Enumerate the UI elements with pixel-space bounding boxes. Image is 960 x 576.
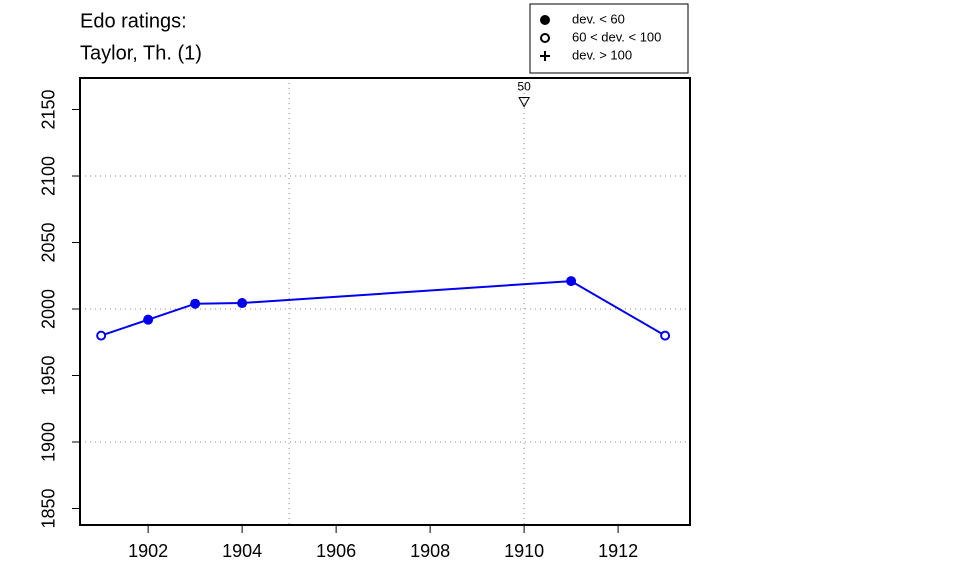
point (143, 314, 154, 325)
x-tick-label: 1910 (504, 541, 544, 561)
y-tick-label: 2100 (39, 156, 59, 196)
point (566, 276, 577, 287)
point (540, 15, 550, 25)
x-tick-label: 1904 (222, 541, 262, 561)
annotation-label: 50 (517, 80, 531, 94)
x-tick-label: 1912 (598, 541, 638, 561)
y-tick-label: 1950 (39, 355, 59, 395)
y-tick-label: 1850 (39, 488, 59, 528)
y-tick-label: 1900 (39, 422, 59, 462)
x-tick-label: 1908 (410, 541, 450, 561)
plot-frame (79, 77, 691, 526)
point (540, 51, 550, 61)
line (100, 280, 666, 337)
x-tick-label: 1906 (316, 541, 356, 561)
x-tick-label: 1902 (128, 541, 168, 561)
point (190, 298, 201, 309)
legend-label: dev. < 60 (572, 11, 625, 26)
y-tick-label: 2050 (39, 222, 59, 262)
y-tick-label: 2000 (39, 289, 59, 329)
point (660, 330, 671, 341)
legend-label: 60 < dev. < 100 (572, 29, 661, 44)
legend-box (529, 3, 689, 74)
chart-title: Edo ratings: (80, 10, 187, 32)
y-tick-label: 2150 (39, 89, 59, 129)
point (540, 33, 550, 43)
point (237, 298, 248, 309)
point (96, 330, 107, 341)
chart-subtitle: Taylor, Th. (1) (80, 42, 202, 64)
annotation-marker (518, 97, 530, 108)
legend-label: dev. > 100 (572, 47, 632, 62)
